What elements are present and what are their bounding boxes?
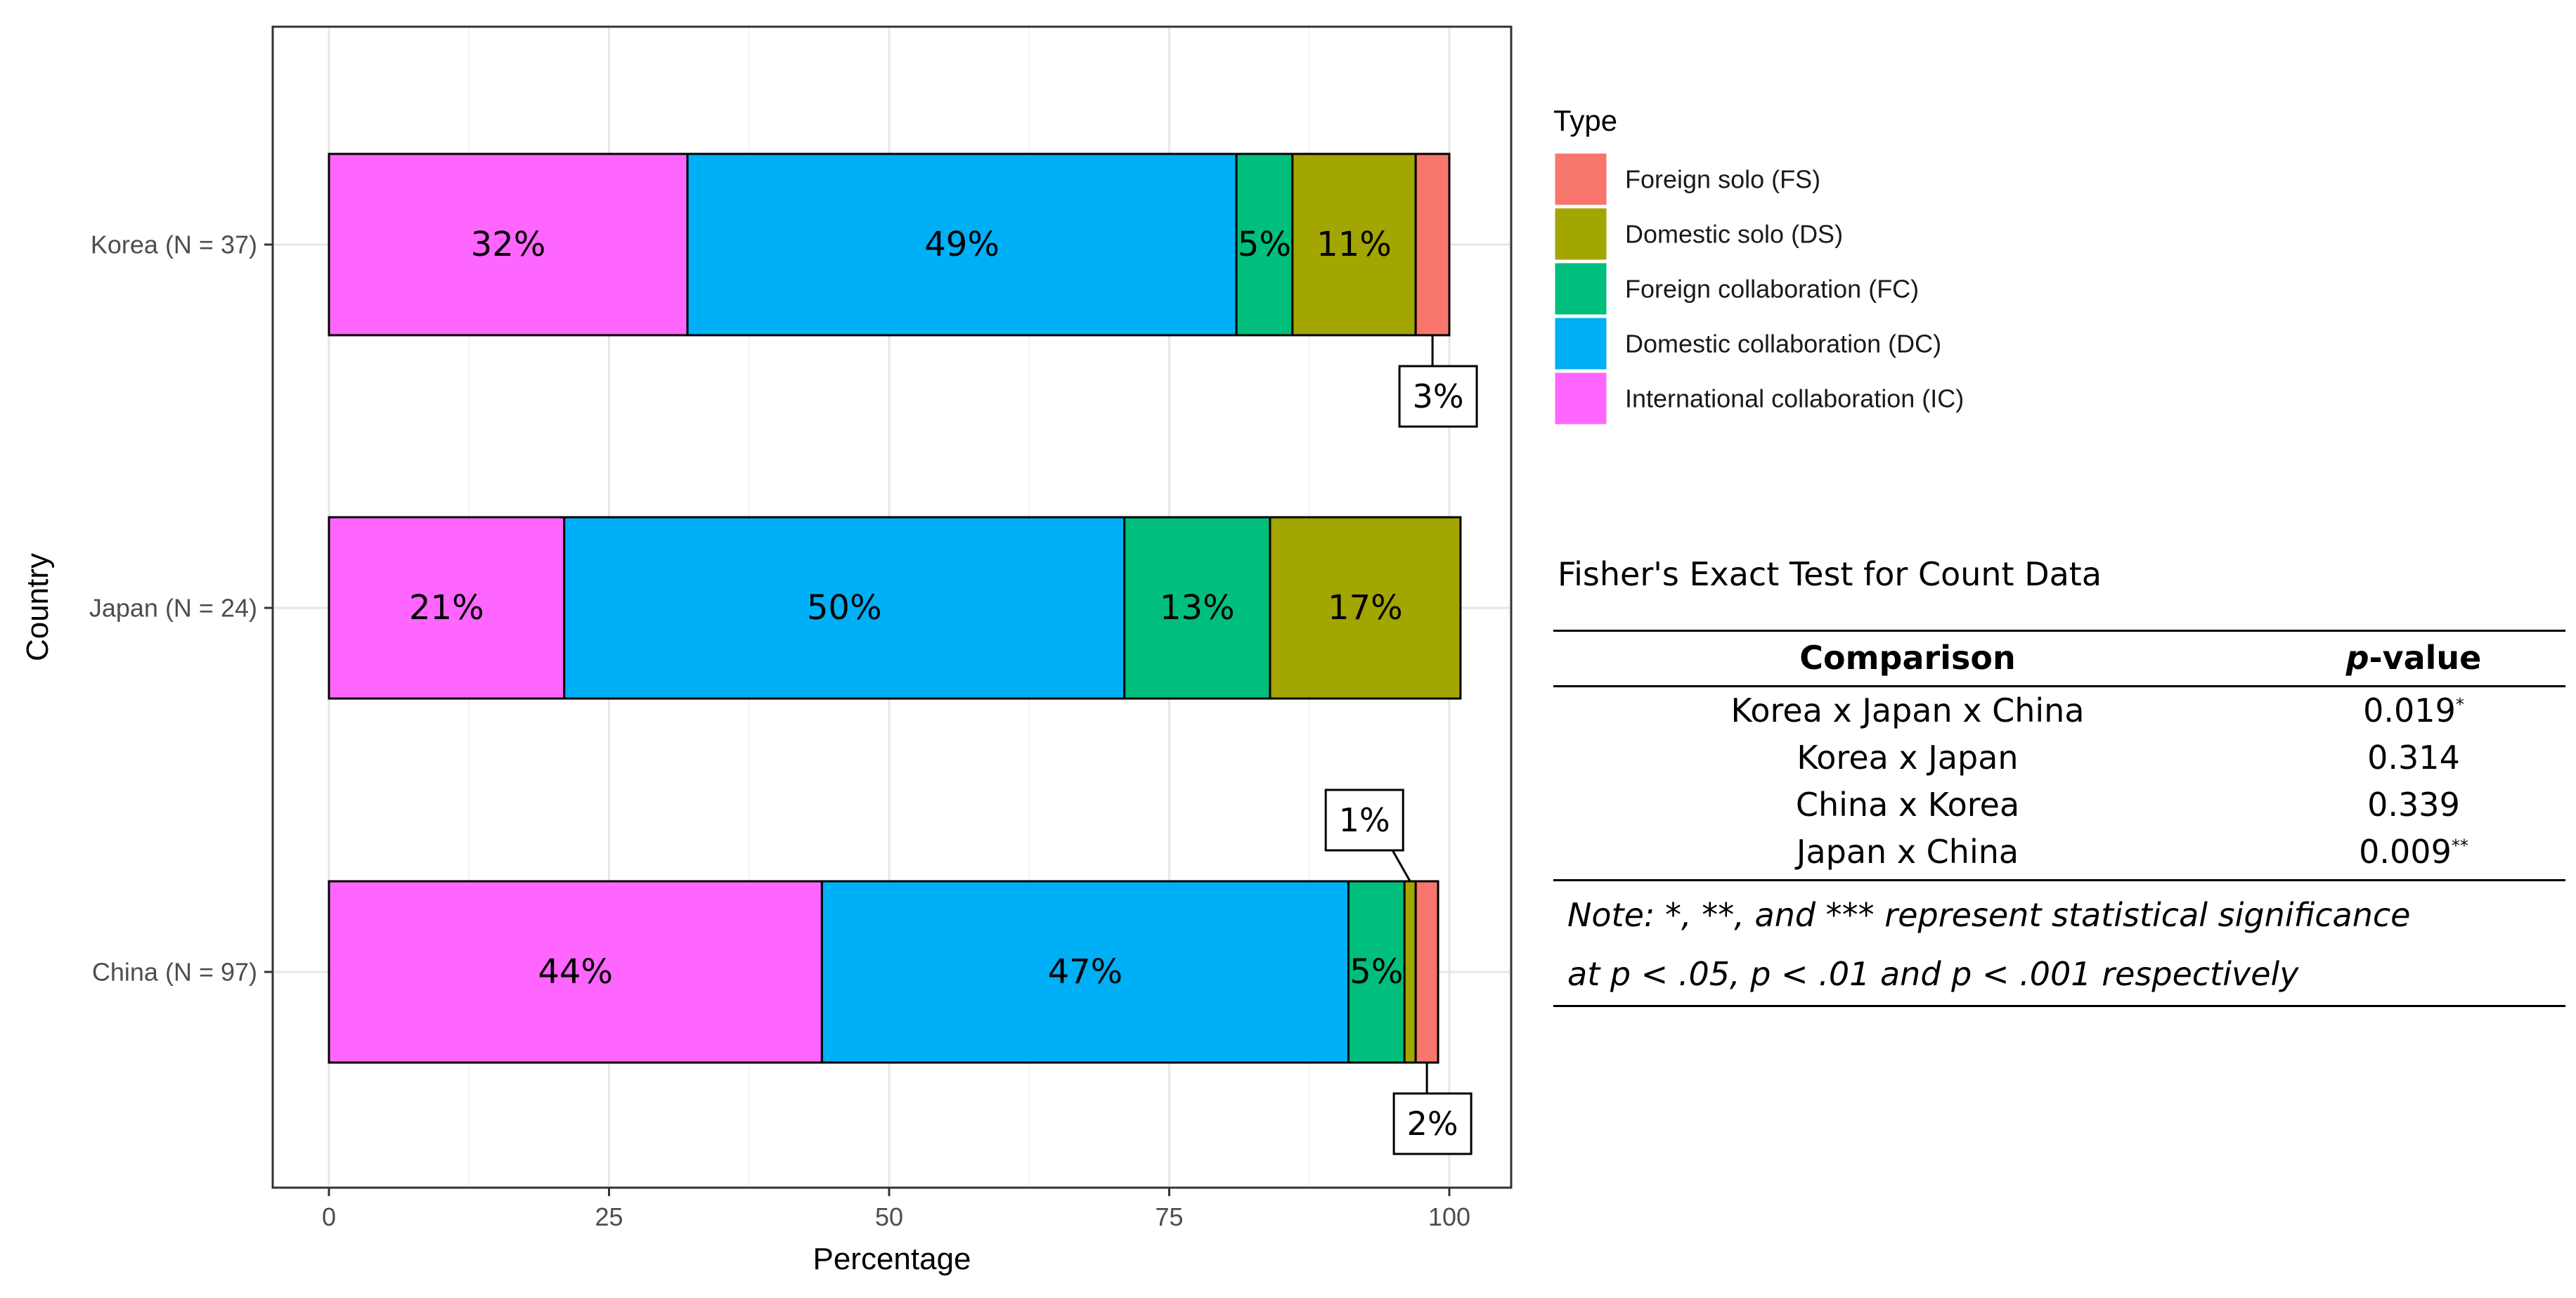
- p-value-header-rest: -value: [2369, 639, 2482, 677]
- comparison-cell: China x Korea: [1795, 786, 2020, 824]
- bar-segment-international-collaboration: [328, 516, 566, 700]
- p-value: 0.314: [2367, 739, 2460, 777]
- comparison-cell: Korea x Japan: [1797, 739, 2019, 777]
- bar-data-label: 49%: [924, 225, 999, 264]
- x-tick-label: 0: [322, 1202, 336, 1231]
- legend-label: International collaboration (IC): [1625, 384, 1964, 413]
- bar-labels-layer: 32% 49% 5% 11% 21% 50% 13% 17% 44% 47% 5%: [409, 225, 1403, 992]
- p-value-cell: 0.314: [2262, 734, 2565, 781]
- p-value-cell: 0.009**: [2262, 829, 2565, 879]
- bar-segment-foreign-solo: [1414, 152, 1451, 337]
- y-tick-label: Korea (N = 37): [91, 231, 257, 259]
- table-row: Korea x Japan 0.314: [1553, 734, 2565, 781]
- bar-segment-foreign-collaboration: [1235, 152, 1294, 337]
- callout-box: [1392, 1092, 1473, 1155]
- note-line-2: at p < .05, p < .01 and p < .001 respect…: [1567, 955, 2299, 993]
- significance-marker: *: [2455, 694, 2464, 715]
- x-axis-title: Percentage: [813, 1242, 971, 1276]
- comparison-column-header: Comparison: [1553, 630, 2262, 687]
- fisher-table-note: Note: *, **, and *** represent statistic…: [1553, 879, 2565, 1007]
- x-tick-label: 25: [595, 1202, 623, 1231]
- callout-label: 1%: [1339, 801, 1390, 839]
- bar-data-label: 50%: [807, 588, 882, 628]
- p-value-cell: 0.019*: [2262, 687, 2565, 735]
- legend: Type Foreign solo (FS) Domestic solo (DS)…: [1553, 104, 1964, 425]
- y-tick-label: China (N = 97): [92, 958, 257, 987]
- bar-segment-international-collaboration: [328, 152, 689, 337]
- comparison-cell: Japan x China: [1796, 833, 2019, 871]
- significance-marker: **: [2451, 836, 2468, 856]
- bar-segment-domestic-collaboration: [820, 880, 1350, 1064]
- comparison-cell: Korea x Japan x China: [1730, 692, 2085, 729]
- bar-segment-domestic-collaboration: [686, 152, 1238, 337]
- legend-key-foreign-solo: [1554, 152, 1607, 206]
- table-row: Japan x China 0.009**: [1553, 829, 2565, 879]
- bar-data-label: 13%: [1160, 588, 1235, 628]
- bar-data-label: 17%: [1328, 588, 1403, 628]
- p-value: 0.339: [2367, 786, 2460, 824]
- callout-leader-line: [1391, 850, 1411, 882]
- note-line-1: Note: *, **, and *** represent statistic…: [1567, 896, 2411, 934]
- bar-data-label: 47%: [1048, 952, 1123, 992]
- bar-data-label: 11%: [1316, 225, 1392, 264]
- bar-data-label: 5%: [1238, 225, 1291, 264]
- callout-label: 3%: [1413, 377, 1464, 415]
- callout-label: 2%: [1407, 1105, 1458, 1143]
- y-tick-label: Japan (N = 24): [89, 594, 257, 623]
- legend-label: Domestic solo (DS): [1625, 220, 1843, 249]
- legend-label: Foreign collaboration (FC): [1625, 275, 1919, 304]
- bar-data-label: 21%: [409, 588, 484, 628]
- table-row: China x Korea 0.339: [1553, 781, 2565, 829]
- p-value-cell: 0.339: [2262, 781, 2565, 829]
- bar-segment-domestic-solo: [1291, 152, 1417, 337]
- legend-key-international-collaboration: [1554, 372, 1607, 425]
- x-axis: 0 25 50 75 100: [322, 1188, 1470, 1231]
- p-value: 0.019: [2363, 692, 2456, 729]
- bar-segment-international-collaboration: [328, 880, 823, 1064]
- legend-key-domestic-collaboration: [1554, 317, 1607, 370]
- p-value-column-header: p-value: [2262, 630, 2565, 687]
- bar-segment-domestic-solo: [1269, 516, 1462, 700]
- bars-layer: [328, 152, 1462, 1064]
- legend-key-foreign-collaboration: [1554, 262, 1607, 316]
- y-axis: Korea (N = 37) Japan (N = 24) China (N = 9…: [89, 231, 273, 987]
- y-axis-title: Country: [20, 553, 55, 661]
- fisher-table: Comparison p-value Korea x Japan x China…: [1553, 630, 2565, 879]
- x-tick-label: 50: [875, 1202, 903, 1231]
- bar-data-label: 5%: [1350, 952, 1403, 992]
- bar-segment-domestic-solo: [1403, 880, 1417, 1064]
- fisher-table-header-row: Comparison p-value: [1553, 630, 2565, 687]
- fisher-test-panel: Fisher's Exact Test for Count Data Compa…: [1553, 555, 2565, 1007]
- bar-segment-foreign-solo: [1414, 880, 1439, 1064]
- fisher-table-title: Fisher's Exact Test for Count Data: [1558, 555, 2102, 593]
- callouts-layer: 3% 1% 2%: [1324, 335, 1478, 1155]
- bar-data-label: 32%: [471, 225, 546, 264]
- x-tick-label: 75: [1155, 1202, 1183, 1231]
- table-row: Korea x Japan x China 0.019*: [1553, 687, 2565, 735]
- bar-data-label: 44%: [538, 952, 613, 992]
- callout-box: [1324, 788, 1404, 852]
- callout-box: [1398, 365, 1478, 428]
- legend-key-domestic-solo: [1554, 207, 1607, 261]
- legend-title: Type: [1553, 104, 1617, 137]
- legend-label: Foreign solo (FS): [1625, 165, 1820, 194]
- bar-segment-domestic-collaboration: [563, 516, 1126, 700]
- legend-label: Domestic collaboration (DC): [1625, 330, 1941, 358]
- p-value-header-italic: p: [2345, 639, 2369, 677]
- p-value: 0.009: [2359, 833, 2452, 871]
- x-tick-label: 100: [1428, 1202, 1470, 1231]
